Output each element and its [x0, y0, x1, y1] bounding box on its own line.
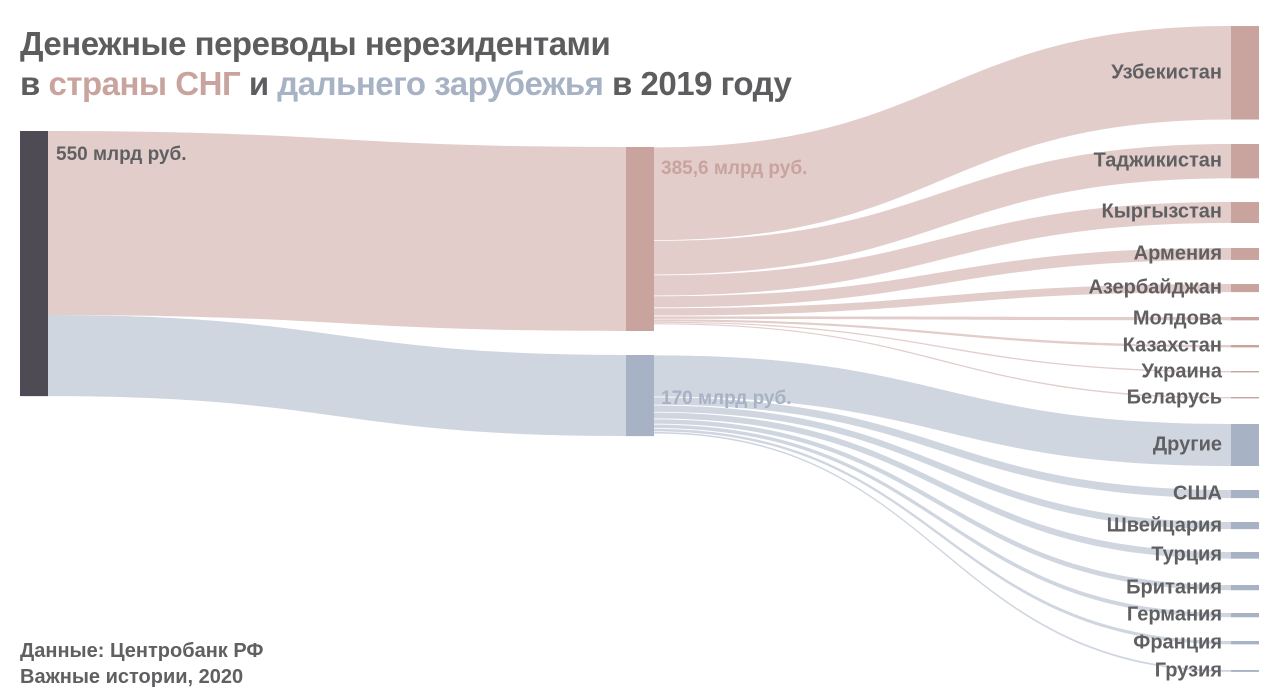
link-cis-3 [654, 248, 1231, 308]
node-far [626, 355, 654, 437]
destination-label: Британия [1126, 576, 1222, 599]
link-source-far [48, 315, 626, 437]
node-cis [626, 147, 654, 331]
node-dest-far-3 [1231, 552, 1259, 559]
node-dest-far-2 [1231, 522, 1259, 530]
title-suffix: в 2019 году [603, 65, 792, 102]
title-cis: страны СНГ [48, 65, 241, 102]
link-source-cis [48, 131, 626, 331]
destination-label: Швейцария [1106, 514, 1222, 537]
destination-label: Казахстан [1122, 334, 1222, 357]
node-dest-cis-8 [1231, 397, 1259, 399]
node-dest-far-5 [1231, 613, 1259, 618]
link-far-4 [654, 419, 1231, 591]
chart-title: Денежные переводы нерезидентами в страны… [20, 24, 792, 104]
link-cis-4 [654, 284, 1231, 316]
link-cis-8 [654, 323, 1231, 399]
source-total-label: 550 млрд руб. [56, 144, 187, 165]
title-line-1: Денежные переводы нерезидентами [20, 25, 611, 62]
links-layer [48, 26, 1231, 672]
link-cis-7 [654, 321, 1231, 373]
link-far-5 [654, 424, 1231, 618]
node-dest-cis-2 [1231, 202, 1259, 223]
node-dest-cis-1 [1231, 144, 1259, 179]
destination-label: США [1173, 482, 1222, 505]
link-cis-5 [654, 316, 1231, 321]
title-line-2: в страны СНГ и дальнего зарубежья в 2019… [20, 64, 792, 104]
node-dest-cis-6 [1231, 345, 1259, 348]
destination-label: Франция [1133, 631, 1222, 654]
destination-label: Узбекистан [1111, 61, 1222, 84]
node-dest-cis-4 [1231, 284, 1259, 293]
link-far-0 [654, 355, 1231, 466]
destination-label: Другие [1152, 433, 1222, 456]
node-dest-cis-3 [1231, 248, 1259, 260]
destination-label: Азербайджан [1088, 276, 1222, 299]
node-dest-cis-0 [1231, 26, 1259, 120]
node-dest-far-6 [1231, 641, 1259, 645]
title-mid: и [240, 65, 278, 102]
nodes-layer [20, 26, 1259, 672]
link-cis-6 [654, 319, 1231, 348]
node-dest-far-1 [1231, 490, 1259, 499]
destination-label: Украина [1141, 360, 1222, 383]
destination-label: Армения [1133, 242, 1222, 265]
source-node [20, 131, 48, 397]
link-cis-2 [654, 202, 1231, 296]
link-far-6 [654, 428, 1231, 645]
link-far-3 [654, 412, 1231, 559]
destination-label: Турция [1151, 543, 1222, 566]
title-far: дальнего зарубежья [277, 65, 604, 102]
link-cis-0 [654, 26, 1231, 241]
destination-label: Молдова [1132, 307, 1222, 330]
footer: Данные: Центробанк РФ Важные истории, 20… [20, 638, 264, 690]
credit: Важные истории, 2020 [20, 666, 244, 688]
cis-total-label: 385,6 млрд руб. [661, 158, 808, 179]
destination-label: Беларусь [1126, 386, 1222, 409]
data-source: Данные: Центробанк РФ [20, 640, 264, 662]
destination-label: Грузия [1154, 659, 1222, 682]
node-dest-far-7 [1231, 670, 1259, 672]
link-far-2 [654, 405, 1231, 530]
link-far-7 [654, 431, 1231, 672]
link-cis-1 [654, 144, 1231, 275]
node-dest-far-4 [1231, 585, 1259, 591]
destination-label: Германия [1126, 603, 1222, 626]
node-dest-cis-5 [1231, 317, 1259, 321]
node-dest-far-0 [1231, 424, 1259, 466]
title-prefix: в [20, 65, 49, 102]
destination-label: Кыргызстан [1101, 200, 1222, 223]
far-total-label: 170 млрд руб. [661, 388, 792, 409]
link-far-1 [654, 397, 1231, 499]
node-dest-cis-7 [1231, 371, 1259, 373]
destination-label: Таджикистан [1093, 149, 1222, 172]
